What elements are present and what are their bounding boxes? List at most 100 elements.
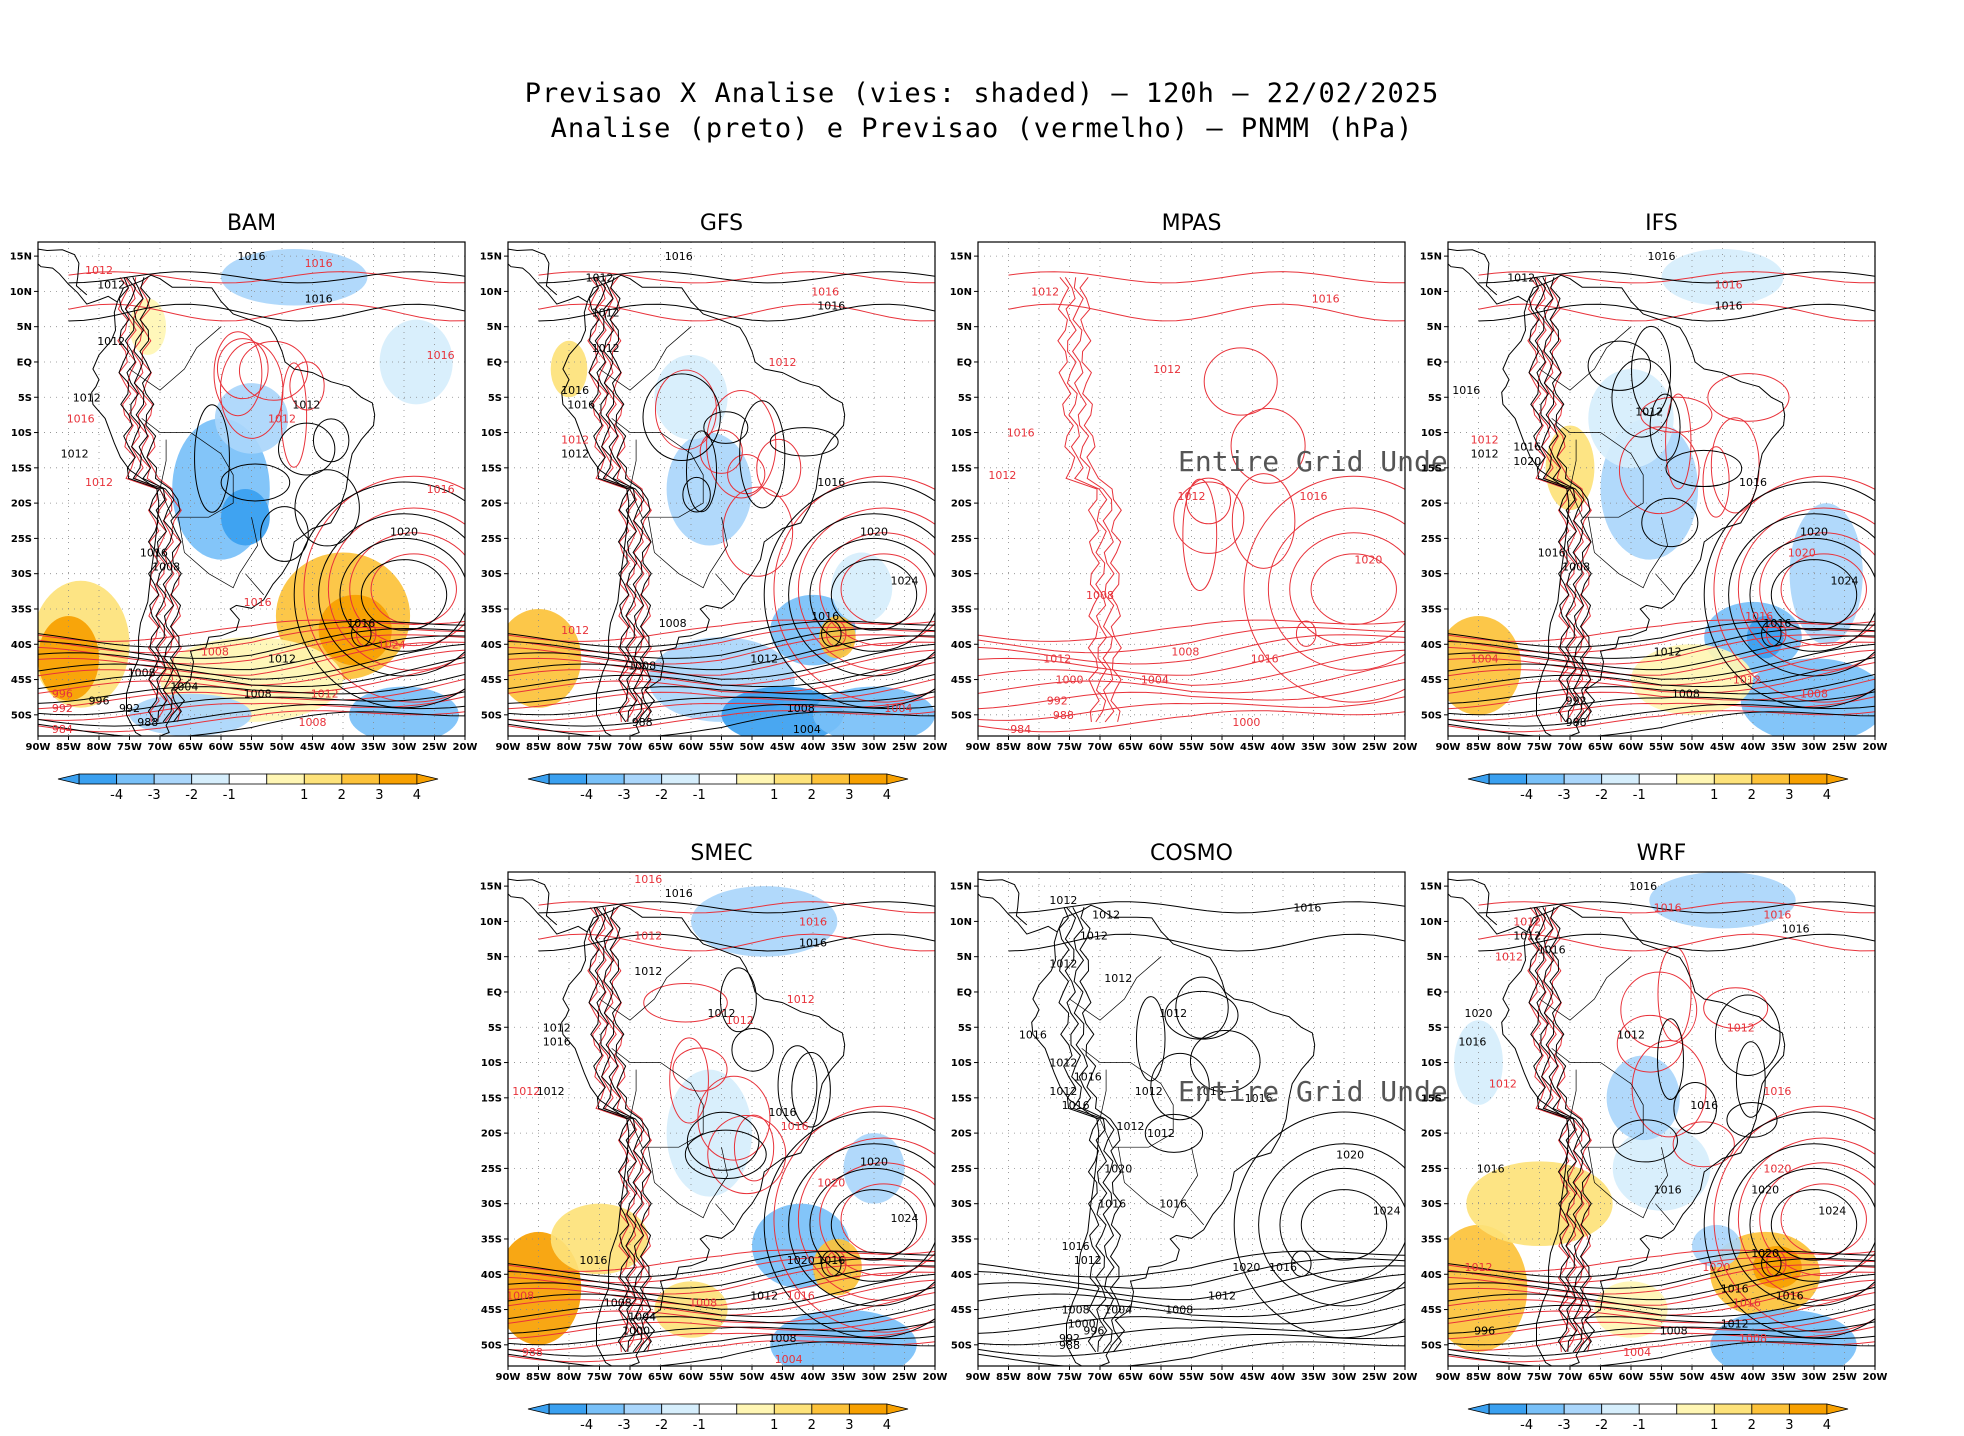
contour-label: 1012 [1104, 972, 1132, 985]
y-tick-label: 5N [1427, 322, 1442, 333]
x-tick-label: 25W [422, 742, 447, 753]
isobar [508, 1250, 935, 1278]
y-tick-label: 45S [481, 1305, 502, 1316]
contour-label: 988 [1059, 1339, 1080, 1352]
x-tick-label: 60W [1149, 1372, 1174, 1383]
colorbar-segment [228, 773, 268, 785]
isobar [1478, 303, 1875, 322]
coastline-central-america [38, 263, 118, 305]
isobar [1534, 907, 1578, 1353]
isobar [1289, 532, 1405, 647]
isobar [1448, 620, 1875, 648]
y-tick-label: 15S [481, 463, 502, 474]
contour-label: 1016 [1538, 944, 1566, 957]
contour-label: 1020 [787, 1254, 815, 1267]
contour-label: 1008 [787, 702, 815, 715]
colorbar-segment [1526, 1403, 1565, 1415]
contour-label: 1004 [628, 1311, 656, 1324]
y-tick-label: 15N [1420, 882, 1442, 893]
contour-label: 1016 [1745, 610, 1773, 623]
isobar [38, 643, 465, 680]
y-tick-label: 10S [951, 1058, 972, 1069]
contour-label: 1012 [543, 1021, 571, 1034]
isobar [293, 481, 465, 709]
contour-label: 1016 [1654, 901, 1682, 914]
isobar [124, 277, 168, 723]
y-tick-label: 35S [481, 604, 502, 615]
y-tick-label: 20S [481, 499, 502, 510]
y-tick-label: 25S [481, 534, 502, 545]
contour-label: 1012 [61, 448, 89, 461]
contour-label: 992 [1566, 695, 1587, 708]
colorbar-arrow-left [1467, 773, 1490, 785]
isobar [1534, 906, 1578, 1352]
contour-label: 1012 [1654, 645, 1682, 658]
colorbar-segment [548, 1403, 588, 1415]
contour-label: 1016 [787, 1289, 815, 1302]
coastline-south-america [1501, 274, 1786, 736]
contour-label: 988 [1053, 709, 1074, 722]
isobar [1279, 1167, 1405, 1282]
isobar [978, 649, 1405, 686]
isobar [1478, 271, 1875, 284]
country-border [1069, 956, 1162, 1021]
bias-shade [654, 1281, 728, 1338]
isobar [1072, 907, 1115, 1353]
contour-label: 1008 [604, 1296, 632, 1309]
x-tick-label: 40W [1741, 742, 1766, 753]
y-tick-label: 15N [480, 252, 502, 263]
bias-shade [1649, 872, 1796, 929]
x-tick-label: 45W [300, 742, 325, 753]
isobar [289, 361, 325, 411]
y-tick-label: 40S [1421, 640, 1442, 651]
y-tick-label: 25S [951, 534, 972, 545]
country-border [1655, 1203, 1674, 1226]
contour-label: 1012 [292, 398, 320, 411]
isobar [1203, 347, 1278, 416]
isobar [1749, 1167, 1875, 1282]
contour-label: 1016 [1251, 652, 1279, 665]
isobar [1448, 1341, 1875, 1366]
x-tick-label: 80W [1497, 742, 1522, 753]
x-tick-label: 40W [1271, 742, 1296, 753]
contour-label: 1012 [1117, 1120, 1145, 1133]
bias-shade [1740, 658, 1875, 736]
colorbar-segment [1788, 773, 1828, 785]
y-tick-label: 40S [481, 1270, 502, 1281]
contour-label: 1016 [811, 610, 839, 623]
x-tick-label: 90W [496, 742, 521, 753]
y-tick-label: 15S [951, 1093, 972, 1104]
isobar [508, 1292, 935, 1324]
y-tick-label: 15S [1421, 463, 1442, 474]
isobar [588, 907, 631, 1353]
isobar [1144, 1113, 1204, 1153]
x-tick-label: 50W [1210, 742, 1235, 753]
contour-label: 1016 [1477, 1162, 1505, 1175]
x-tick-label: 45W [770, 1372, 795, 1383]
contour-label: 1016 [1763, 1085, 1791, 1098]
x-tick-label: 20W [453, 742, 478, 753]
colorbar-segment [1751, 773, 1790, 785]
isobar [733, 1114, 775, 1182]
isobar [601, 277, 645, 723]
contour-label: 1012 [268, 412, 296, 425]
isobar [1448, 643, 1875, 680]
isobar [1710, 417, 1760, 514]
contour-label: 1012 [787, 993, 815, 1006]
x-tick-label: 90W [966, 742, 991, 753]
country-border [1587, 1147, 1668, 1219]
contour-label: 1008 [506, 1289, 534, 1302]
isobar [1737, 1137, 1875, 1301]
x-tick-label: 70W [1088, 1372, 1113, 1383]
bias-shade [221, 249, 368, 306]
isobar [1243, 475, 1405, 703]
isobar [508, 1249, 935, 1272]
bias-shade [1448, 616, 1522, 715]
isobar [508, 1273, 935, 1310]
isobar [1534, 276, 1578, 722]
contour-label: 1008 [1562, 561, 1590, 574]
y-tick-label: 35S [951, 1234, 972, 1245]
isobar [1541, 907, 1585, 1353]
bias-shade [214, 383, 289, 454]
country-border [1655, 573, 1674, 596]
